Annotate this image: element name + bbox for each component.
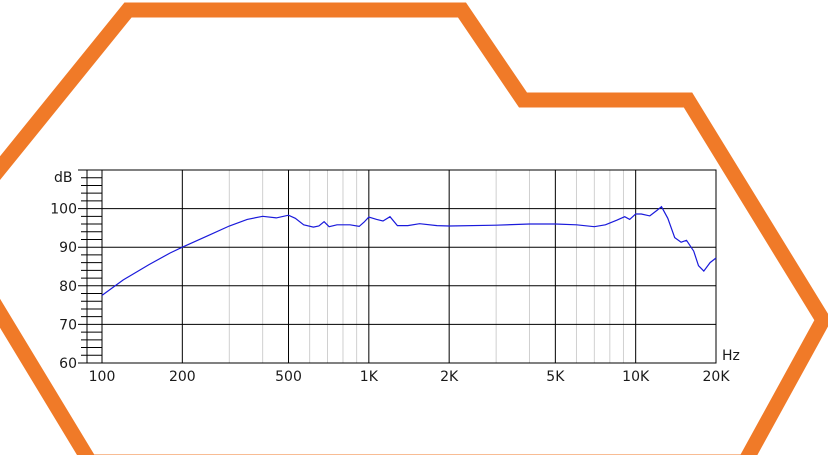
x-tick-label: 5K <box>546 369 565 385</box>
x-tick-label: 20K <box>703 369 731 385</box>
y-tick-label: 90 <box>59 240 77 256</box>
y-axis-label: dB <box>54 170 73 186</box>
y-tick-label: 70 <box>59 317 77 333</box>
y-tick-label: 60 <box>59 356 77 372</box>
y-axis-ruler <box>78 169 102 364</box>
x-tick-label: 100 <box>89 369 116 385</box>
y-tick-label: 100 <box>50 202 77 218</box>
minor-grid <box>228 170 624 363</box>
x-tick-label: 1K <box>360 369 379 385</box>
plot-frame <box>101 169 717 364</box>
y-tick-labels: 60 70 80 90 100 <box>50 202 77 372</box>
x-tick-label: 200 <box>169 369 196 385</box>
y-tick-label: 80 <box>59 279 77 295</box>
x-axis-label: Hz <box>722 348 740 364</box>
x-tick-label: 10K <box>622 369 650 385</box>
x-tick-labels: 100 200 500 1K 2K 5K 10K 20K <box>89 369 731 385</box>
series-line <box>101 205 717 296</box>
x-tick-label: 500 <box>275 369 302 385</box>
plot-area <box>102 170 716 363</box>
x-tick-label: 2K <box>440 369 459 385</box>
